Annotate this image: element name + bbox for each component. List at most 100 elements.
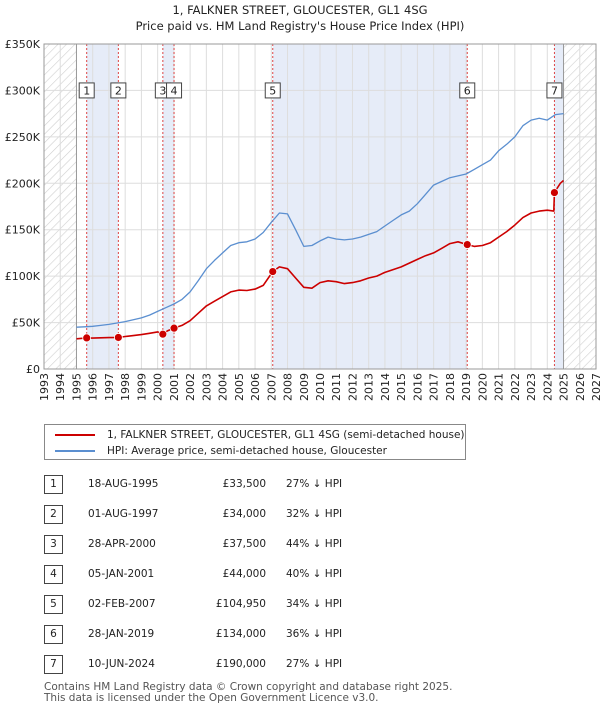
y-tick-label: £250K: [5, 131, 41, 144]
transaction-date: 18-AUG-1995: [88, 478, 159, 490]
x-tick-label: 2012: [346, 373, 359, 401]
x-tick-label: 2006: [249, 373, 262, 401]
footer-line-licence: This data is licensed under the Open Gov…: [44, 692, 379, 704]
x-tick-label: 2022: [509, 373, 522, 401]
legend-label-hpi: HPI: Average price, semi-detached house,…: [107, 445, 387, 457]
x-tick-label: 2008: [282, 373, 295, 401]
transaction-price: £134,000: [215, 628, 266, 640]
x-tick-label: 1993: [38, 373, 51, 401]
transaction-point: [268, 267, 278, 276]
transaction-date: 28-JAN-2019: [88, 628, 155, 640]
legend-item-property: 1, FALKNER STREET, GLOUCESTER, GL1 4SG (…: [55, 427, 465, 443]
transaction-label-box: [546, 82, 563, 99]
legend-item-hpi: HPI: Average price, semi-detached house,…: [55, 443, 387, 459]
x-tick-label: 2019: [460, 373, 473, 401]
transaction-label-number: 7: [551, 84, 558, 97]
x-tick-label: 2025: [558, 373, 571, 401]
legend: 1, FALKNER STREET, GLOUCESTER, GL1 4SG (…: [44, 424, 466, 460]
x-tick-label: 2017: [428, 373, 441, 401]
y-tick-label: £200K: [5, 177, 41, 190]
transaction-price: £104,950: [215, 598, 266, 610]
plot-border: [43, 43, 597, 370]
footer-line-copyright: Contains HM Land Registry data © Crown c…: [44, 681, 453, 693]
transaction-price: £37,500: [222, 538, 266, 550]
transaction-number-badge: 5: [44, 595, 63, 614]
x-tick-label: 2023: [525, 373, 538, 401]
transaction-number-badge: 2: [44, 505, 63, 524]
transaction-date: 02-FEB-2007: [88, 598, 156, 610]
legend-swatch-hpi: [55, 450, 95, 452]
x-tick-label: 1998: [119, 373, 132, 401]
transaction-number-badge: 4: [44, 565, 63, 584]
x-tick-label: 2013: [363, 373, 376, 401]
transaction-point: [550, 188, 559, 197]
transaction-point: [462, 240, 472, 249]
table-row: 4 05-JAN-2001 £44,000 40% ↓ HPI: [0, 560, 600, 590]
table-row: 2 01-AUG-1997 £34,000 32% ↓ HPI: [0, 500, 600, 530]
x-tick-label: 1995: [70, 373, 83, 401]
x-tick-label: 2011: [330, 373, 343, 401]
transaction-price: £190,000: [215, 658, 266, 670]
transaction-price: £34,000: [222, 508, 266, 520]
chart-title-line1: 1, FALKNER STREET, GLOUCESTER, GL1 4SG: [172, 3, 427, 17]
transaction-date: 05-JAN-2001: [88, 568, 155, 580]
table-row: 3 28-APR-2000 £37,500 44% ↓ HPI: [0, 530, 600, 560]
transaction-hpi-diff: 40% ↓ HPI: [286, 568, 343, 580]
transaction-label-number: 5: [269, 84, 276, 97]
transaction-hpi-diff: 32% ↓ HPI: [286, 508, 343, 520]
ownership-shade: [162, 44, 175, 369]
transaction-label-number: 1: [83, 84, 90, 97]
transaction-point: [113, 333, 123, 342]
transaction-point: [158, 329, 168, 339]
x-tick-label: 2001: [168, 373, 181, 401]
legend-label-property: 1, FALKNER STREET, GLOUCESTER, GL1 4SG (…: [107, 429, 465, 441]
x-tick-label: 1996: [87, 373, 100, 401]
transaction-label-box: [459, 82, 476, 99]
transaction-label-number: 6: [464, 84, 471, 97]
x-tick-label: 2027: [590, 373, 600, 401]
x-tick-label: 2015: [395, 373, 408, 401]
x-tick-label: 2009: [298, 373, 311, 401]
transaction-hpi-diff: 44% ↓ HPI: [286, 538, 343, 550]
x-tick-label: 2026: [574, 373, 587, 401]
y-tick-label: £50K: [12, 317, 41, 330]
x-tick-label: 2024: [541, 373, 554, 401]
transaction-number-badge: 1: [44, 475, 63, 494]
x-tick-label: 1994: [54, 373, 67, 401]
y-tick-label: £150K: [5, 224, 41, 237]
transaction-price: £33,500: [222, 478, 266, 490]
transaction-label-box: [78, 82, 95, 99]
table-row: 6 28-JAN-2019 £134,000 36% ↓ HPI: [0, 620, 600, 650]
footer-attribution: Contains HM Land Registry data © Crown c…: [44, 682, 452, 704]
legend-swatch-property: [55, 434, 95, 436]
table-row: 5 02-FEB-2007 £104,950 34% ↓ HPI: [0, 590, 600, 620]
transaction-label-number: 4: [171, 84, 178, 97]
chart-title-line2: Price paid vs. HM Land Registry's House …: [136, 19, 465, 33]
x-tick-label: 2014: [379, 373, 392, 401]
transaction-number-badge: 7: [44, 655, 63, 674]
transaction-number-badge: 3: [44, 535, 63, 554]
transaction-label-box: [166, 82, 183, 99]
x-tick-label: 2000: [152, 373, 165, 401]
transaction-label-box: [110, 82, 127, 99]
hpi-line: [76, 112, 564, 328]
x-tick-label: 2020: [476, 373, 489, 401]
transaction-date: 10-JUN-2024: [88, 658, 155, 670]
x-tick-label: 2016: [411, 373, 424, 401]
transaction-hpi-diff: 27% ↓ HPI: [286, 478, 343, 490]
x-tick-label: 2004: [217, 373, 230, 401]
x-tick-label: 2002: [184, 373, 197, 401]
y-tick-label: £350K: [5, 38, 41, 51]
table-row: 7 10-JUN-2024 £190,000 27% ↓ HPI: [0, 650, 600, 680]
transaction-date: 28-APR-2000: [88, 538, 156, 550]
ownership-shade: [554, 44, 564, 369]
transaction-label-box: [264, 82, 281, 99]
x-tick-label: 2021: [493, 373, 506, 401]
y-tick-label: £0: [26, 363, 40, 376]
x-tick-label: 2018: [444, 373, 457, 401]
transaction-number-badge: 6: [44, 625, 63, 644]
x-tick-label: 2007: [265, 373, 278, 401]
transaction-date: 01-AUG-1997: [88, 508, 159, 520]
transaction-point: [169, 323, 179, 333]
transaction-point: [82, 333, 92, 343]
